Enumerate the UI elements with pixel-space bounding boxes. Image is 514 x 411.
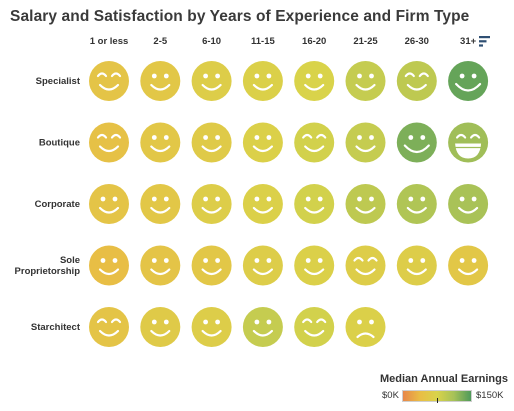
column-label: 26-30 (405, 36, 429, 47)
face-mark[interactable] (242, 307, 283, 347)
face-mark[interactable] (448, 245, 489, 286)
face-mark[interactable] (396, 61, 437, 101)
column-label: 1 or less (90, 36, 129, 47)
face-mark[interactable] (396, 122, 437, 163)
column-label: 2-5 (153, 36, 167, 47)
face-mark[interactable] (448, 61, 489, 101)
chart-title: Salary and Satisfaction by Years of Expe… (10, 8, 470, 25)
face-mark[interactable] (191, 245, 232, 286)
face-mark[interactable] (294, 307, 335, 347)
column-label: 31+ (460, 36, 477, 47)
sort-icon[interactable] (479, 36, 491, 47)
face-grid-chart: 1 or less 2-5 6-10 11-15 16-20 21-25 26-30 31+ S… (15, 36, 489, 347)
face-mark[interactable] (191, 61, 232, 101)
face-mark[interactable] (191, 307, 232, 347)
face-mark[interactable] (140, 61, 181, 101)
column-label: 11-15 (251, 36, 275, 47)
face-mark[interactable] (242, 184, 283, 224)
column-label: 6-10 (202, 36, 221, 47)
face-mark[interactable] (448, 184, 489, 224)
row-label: Corporate (35, 199, 80, 210)
face-mark[interactable] (294, 184, 335, 224)
face-mark[interactable] (89, 122, 129, 163)
face-mark[interactable] (140, 245, 181, 286)
face-mark[interactable] (345, 245, 386, 286)
face-mark[interactable] (294, 61, 335, 101)
column-label: 21-25 (353, 36, 378, 47)
face-mark[interactable] (140, 307, 181, 347)
face-mark[interactable] (89, 184, 129, 224)
face-mark[interactable] (396, 245, 437, 286)
row-label: Starchitect (31, 322, 81, 333)
face-mark[interactable] (242, 122, 283, 163)
face-mark[interactable] (294, 122, 335, 163)
face-mark[interactable] (345, 184, 386, 224)
face-mark[interactable] (140, 122, 181, 163)
face-mark[interactable] (191, 184, 232, 224)
face-mark[interactable] (191, 122, 232, 163)
face-mark[interactable] (294, 245, 335, 286)
column-label: 16-20 (302, 36, 326, 47)
face-mark[interactable] (345, 122, 386, 163)
row-label: Sole Proprietorship (15, 255, 81, 277)
face-mark[interactable] (89, 61, 129, 101)
legend-marker (437, 398, 438, 403)
face-mark[interactable] (345, 307, 386, 347)
face-mark[interactable] (242, 61, 283, 101)
row-label: Specialist (36, 76, 81, 87)
face-mark[interactable] (140, 184, 181, 224)
legend-title: Median Annual Earnings (380, 373, 508, 385)
row-label: Boutique (39, 138, 80, 149)
face-mark[interactable] (242, 245, 283, 286)
face-mark[interactable] (396, 184, 437, 224)
face-mark[interactable] (89, 307, 129, 347)
legend-max-label: $150K (476, 390, 504, 401)
legend-min-label: $0K (382, 390, 399, 401)
face-mark[interactable] (448, 122, 489, 163)
face-mark[interactable] (89, 245, 129, 286)
face-mark[interactable] (345, 61, 386, 101)
